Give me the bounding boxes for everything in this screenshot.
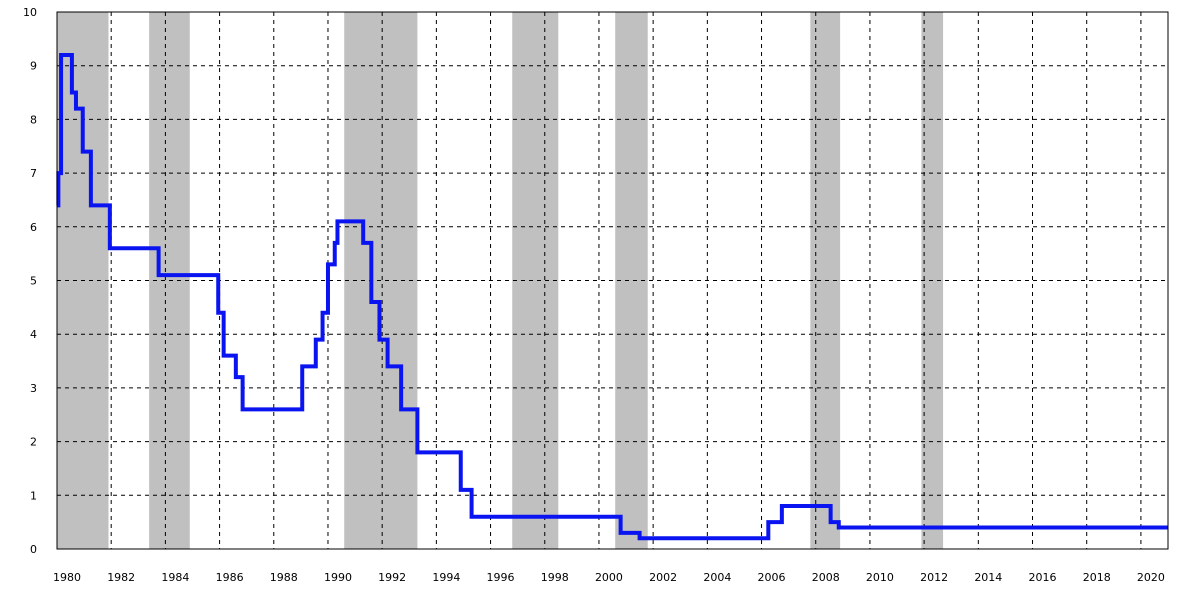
data-point bbox=[82, 151, 84, 153]
data-point bbox=[362, 242, 364, 244]
data-point bbox=[336, 220, 338, 222]
y-tick-label: 2 bbox=[30, 436, 37, 449]
x-tick-label: 2018 bbox=[1083, 571, 1111, 584]
y-tick-label: 9 bbox=[30, 60, 37, 73]
plot-frame bbox=[56, 11, 1169, 550]
data-point bbox=[471, 516, 473, 518]
grid-lines bbox=[57, 12, 1168, 549]
x-tick-label: 2000 bbox=[595, 571, 623, 584]
data-point bbox=[830, 521, 832, 523]
data-point bbox=[767, 521, 769, 523]
x-tick-label: 2014 bbox=[974, 571, 1002, 584]
data-point bbox=[378, 339, 380, 341]
y-tick-label: 1 bbox=[30, 489, 37, 502]
data-point bbox=[158, 274, 160, 276]
y-tick-label: 0 bbox=[30, 543, 37, 556]
x-tick-label: 2002 bbox=[649, 571, 677, 584]
data-point bbox=[60, 54, 62, 56]
data-point bbox=[387, 365, 389, 367]
y-tick-label: 6 bbox=[30, 221, 37, 234]
x-tick-label: 1982 bbox=[107, 571, 135, 584]
data-point bbox=[109, 247, 111, 249]
data-point bbox=[460, 489, 462, 491]
x-axis: 1980 1982 1984 1986 1988 1990 1992 1994 1996 1998… bbox=[53, 571, 1165, 584]
y-tick-label: 3 bbox=[30, 382, 37, 395]
y-axis: 0 1 2 3 4 5 6 7 8 9 10 bbox=[23, 6, 37, 556]
x-tick-label: 1984 bbox=[161, 571, 189, 584]
x-tick-label: 1992 bbox=[378, 571, 406, 584]
y-tick-label: 5 bbox=[30, 275, 37, 288]
data-point bbox=[327, 263, 329, 265]
y-tick-label: 4 bbox=[30, 328, 37, 341]
data-point bbox=[400, 408, 402, 410]
x-tick-label: 2012 bbox=[920, 571, 948, 584]
data-point bbox=[235, 376, 237, 378]
data-point bbox=[90, 204, 92, 206]
x-tick-label: 1986 bbox=[216, 571, 244, 584]
data-point bbox=[781, 505, 783, 507]
x-tick-label: 1998 bbox=[541, 571, 569, 584]
data-point bbox=[370, 301, 372, 303]
x-tick-label: 2008 bbox=[812, 571, 840, 584]
data-point bbox=[75, 108, 77, 110]
data-point bbox=[838, 527, 840, 529]
x-tick-label: 2016 bbox=[1029, 571, 1057, 584]
x-tick-label: 2020 bbox=[1137, 571, 1165, 584]
shaded-band bbox=[512, 12, 559, 549]
data-point bbox=[57, 172, 59, 174]
data-point bbox=[322, 312, 324, 314]
data-point bbox=[639, 537, 641, 539]
data-point bbox=[71, 92, 73, 94]
x-tick-label: 2006 bbox=[758, 571, 786, 584]
y-tick-label: 7 bbox=[30, 167, 37, 180]
data-point bbox=[416, 451, 418, 453]
data-point bbox=[315, 339, 317, 341]
series-line bbox=[56, 52, 1168, 541]
data-point bbox=[334, 242, 336, 244]
data-point bbox=[301, 365, 303, 367]
data-point bbox=[309, 365, 311, 367]
x-tick-label: 1994 bbox=[432, 571, 460, 584]
x-tick-label: 2004 bbox=[703, 571, 731, 584]
x-tick-label: 1996 bbox=[487, 571, 515, 584]
series bbox=[56, 52, 1169, 541]
y-tick-label: 8 bbox=[30, 113, 37, 126]
x-tick-label: 1990 bbox=[324, 571, 352, 584]
x-tick-label: 2010 bbox=[866, 571, 894, 584]
x-tick-label: 1980 bbox=[53, 571, 81, 584]
data-point bbox=[242, 408, 244, 410]
data-point bbox=[223, 355, 225, 357]
x-tick-label: 1988 bbox=[270, 571, 298, 584]
data-point bbox=[217, 312, 219, 314]
data-point bbox=[620, 532, 622, 534]
y-tick-label: 10 bbox=[23, 6, 37, 19]
